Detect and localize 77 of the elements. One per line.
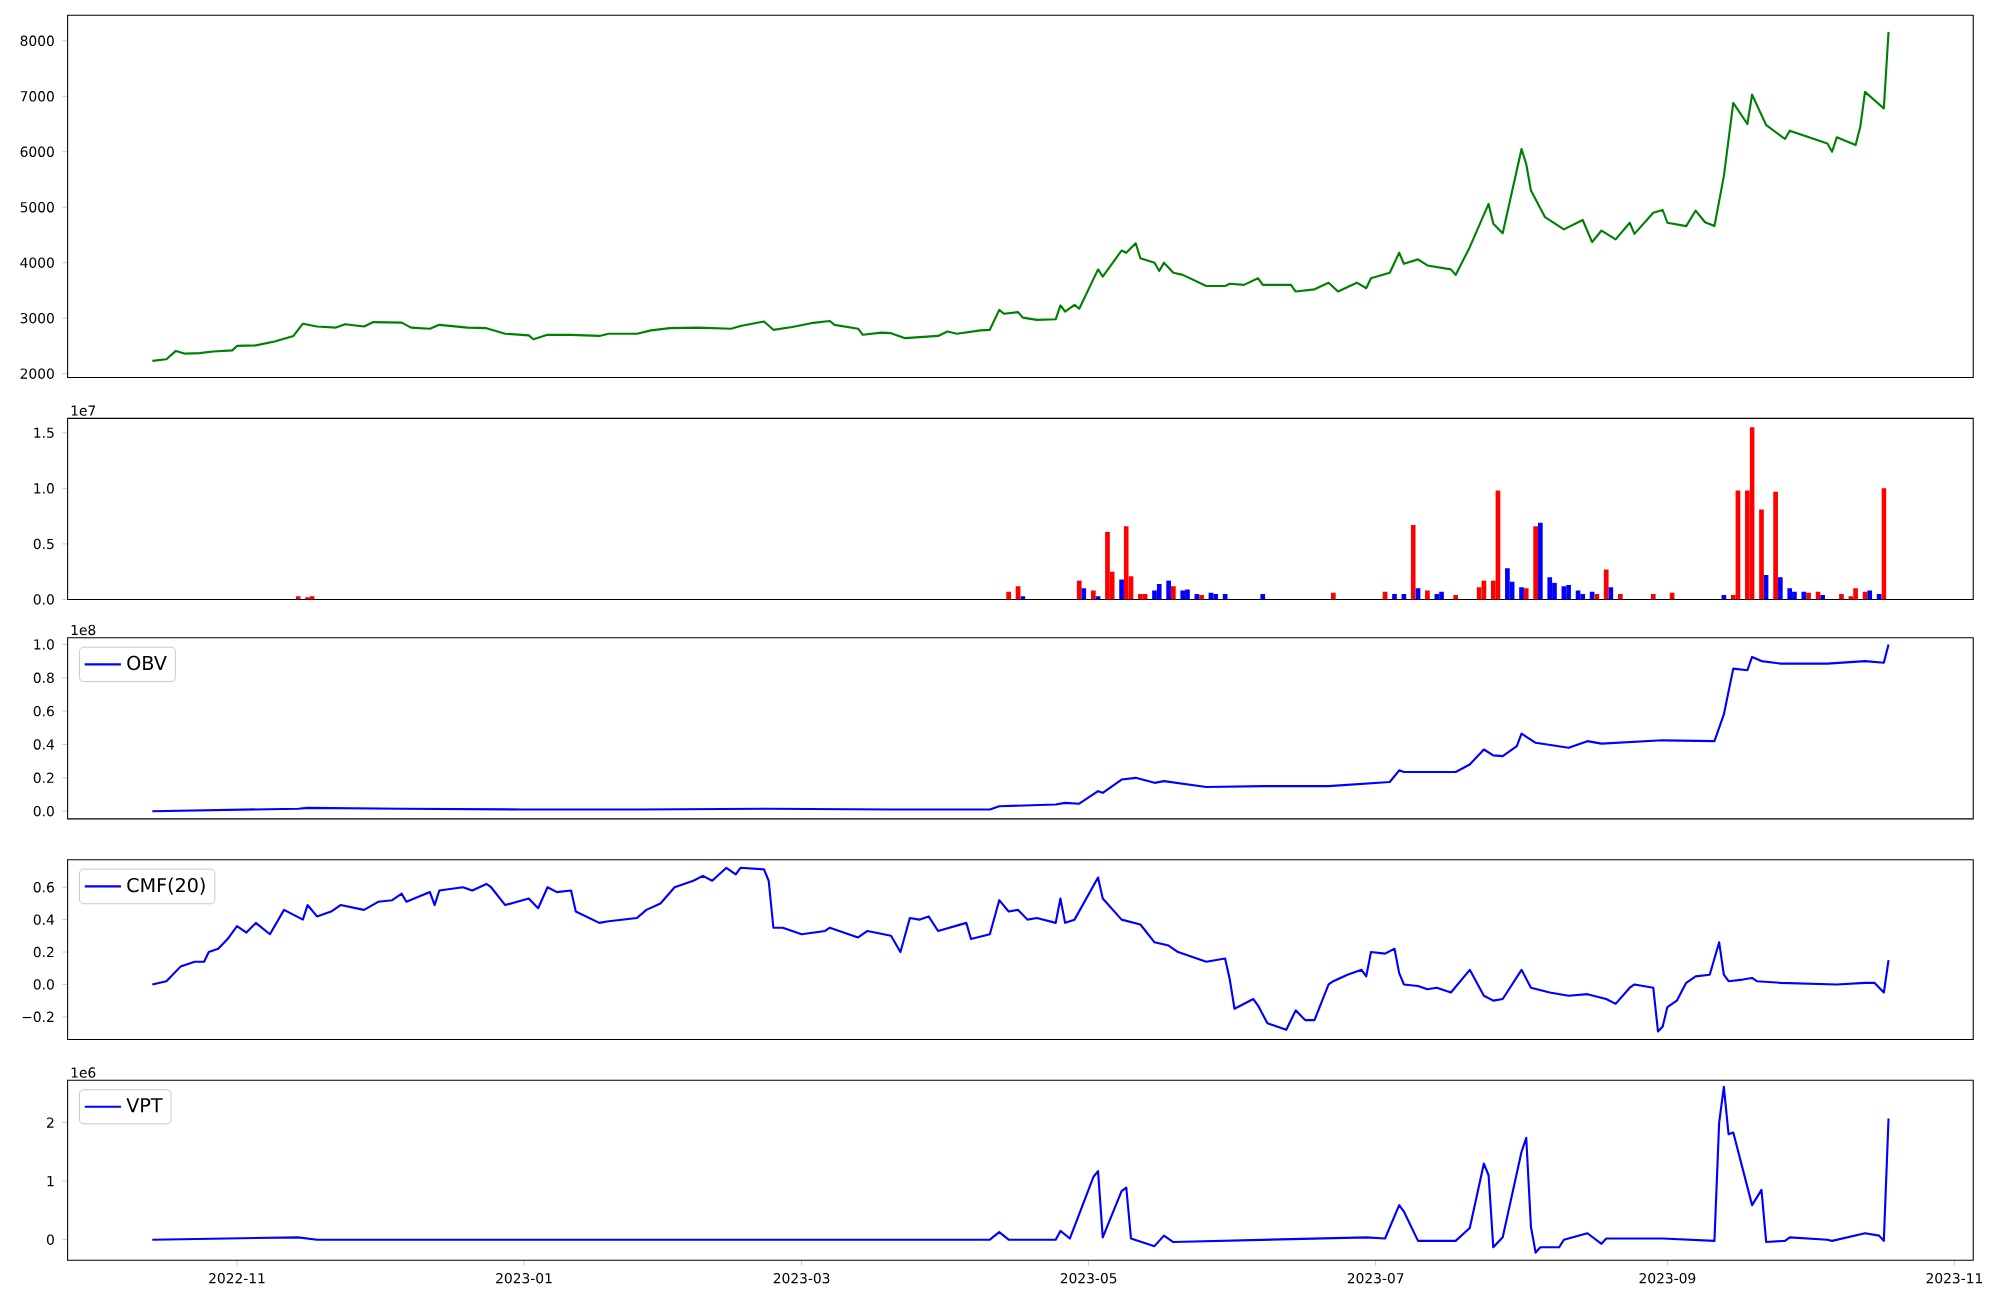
text: 1e8	[71, 624, 96, 636]
y-tick-label: 5000	[20, 202, 54, 213]
text: 1e7	[71, 405, 96, 416]
line-series	[151, 30, 1890, 363]
bar	[1260, 594, 1266, 600]
y-tick-label: 2000	[20, 368, 54, 380]
x-tick-label: 2023-05	[1060, 1273, 1117, 1284]
bar	[1138, 594, 1143, 600]
bar	[1603, 569, 1609, 600]
x-tick-label: 2023-01	[496, 1273, 552, 1284]
bar	[1777, 577, 1783, 600]
y-tick-label: 0.8	[33, 672, 54, 684]
y-tick-label: 0	[46, 1234, 54, 1246]
y-tick-label: 0.6	[33, 706, 54, 717]
bar	[1006, 591, 1012, 600]
y-tick-label: 0.5	[33, 538, 54, 550]
y-tick-label: 0.0	[33, 594, 54, 605]
bar	[1156, 584, 1162, 600]
x-tick-label: 2023-07	[1347, 1273, 1404, 1284]
y-tick-label: 0.2	[33, 946, 54, 958]
y-tick-label: 4000	[20, 257, 54, 269]
bar	[1519, 587, 1524, 600]
bar	[1523, 588, 1529, 600]
legend-label: OBV	[127, 655, 167, 671]
y-tick-label: 0.2	[33, 772, 54, 784]
bar	[1392, 594, 1397, 600]
bar	[1425, 590, 1430, 600]
y-tick-label: 0.0	[33, 806, 54, 817]
bar	[1867, 590, 1873, 600]
y-tick-label: 1.5	[34, 427, 54, 439]
bar	[1650, 594, 1656, 600]
y-tick-label: −0.2	[22, 1011, 54, 1023]
bar	[1787, 588, 1793, 600]
bar	[1076, 580, 1082, 600]
x-tick-label: 2023-03	[773, 1273, 830, 1284]
legend-label: CMF(20)	[127, 877, 205, 895]
bar	[1091, 590, 1096, 600]
y-tick-label: 1	[47, 1176, 54, 1187]
bar	[1801, 591, 1807, 600]
bar	[1839, 594, 1844, 600]
bar	[1199, 595, 1204, 600]
bar	[1166, 580, 1171, 600]
bar	[295, 596, 301, 600]
text: 1e6	[71, 1067, 96, 1078]
bar	[1180, 590, 1186, 600]
y-tick-label: 0.4	[33, 914, 55, 925]
bar	[1547, 577, 1553, 600]
bar	[1617, 594, 1623, 600]
y-tick-label: 3000	[20, 313, 54, 324]
bar	[1170, 586, 1176, 600]
bar	[305, 597, 310, 600]
legend-label: VPT	[126, 1098, 163, 1113]
y-tick-label: 0.6	[33, 882, 54, 893]
bar	[1453, 595, 1459, 600]
y-tick-label: 0.0	[33, 979, 54, 990]
bar	[1213, 594, 1219, 600]
bar	[1505, 568, 1510, 600]
y-tick-label: 6000	[20, 146, 54, 158]
bar	[1119, 579, 1124, 600]
x-tick-label: 2023-11	[1926, 1273, 1982, 1284]
bar	[1533, 526, 1538, 600]
bar	[1820, 595, 1826, 600]
bar	[1538, 522, 1543, 600]
bar	[1806, 592, 1811, 600]
bar	[1330, 592, 1336, 600]
bar	[1434, 594, 1440, 600]
bar	[1759, 509, 1764, 600]
y-tick-label: 1.0	[34, 639, 54, 650]
y-tick-label: 8000	[20, 35, 54, 47]
y-tick-label: 7000	[20, 91, 54, 102]
x-tick-label: 2023-09	[1639, 1273, 1696, 1284]
x-tick-label: 2022-11	[209, 1273, 265, 1284]
y-tick-label: 2	[47, 1117, 54, 1128]
bar	[1580, 594, 1586, 600]
bar	[1773, 491, 1778, 600]
y-tick-label: 0.4	[33, 739, 55, 750]
y-tick-label: 1.0	[34, 483, 54, 494]
